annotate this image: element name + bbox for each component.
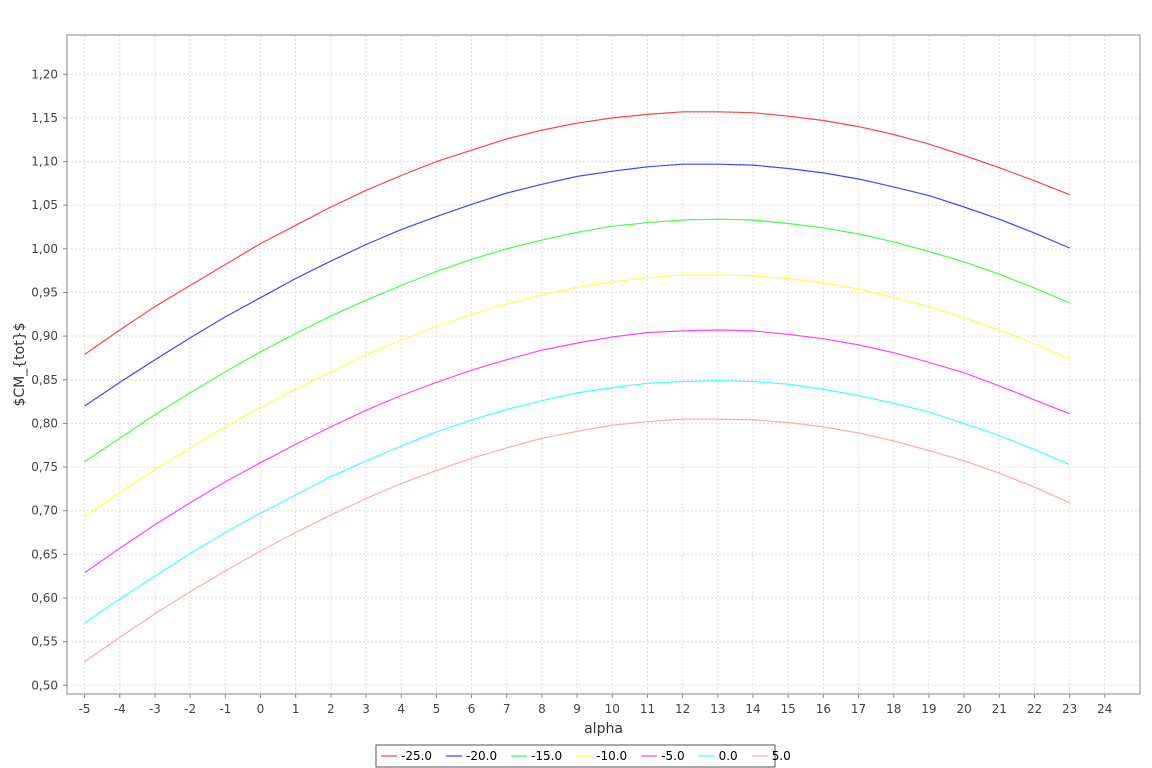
- x-tick-label: 15: [781, 702, 796, 716]
- y-tick-label: 0,65: [31, 547, 58, 561]
- series-line-3: [84, 274, 1070, 518]
- series-line-4: [84, 329, 1070, 574]
- series-line-1: [84, 163, 1070, 407]
- legend-label-2: -15.0: [531, 749, 562, 763]
- x-tick-label: 12: [675, 702, 690, 716]
- x-tick-label: 17: [851, 702, 866, 716]
- x-tick-label: 14: [745, 702, 760, 716]
- y-axis-title: $CM_{tot}$: [12, 322, 28, 406]
- y-tick-label: 1,05: [31, 198, 58, 212]
- y-tick-label: 1,00: [31, 242, 58, 256]
- x-tick-label: 16: [816, 702, 831, 716]
- legend-box: [375, 744, 776, 768]
- legend-label-5: 0.0: [719, 749, 738, 763]
- x-tick-label: 21: [992, 702, 1007, 716]
- x-tick-label: 4: [397, 702, 405, 716]
- y-tick-label: 0,70: [31, 504, 58, 518]
- x-tick-label: 6: [468, 702, 476, 716]
- x-tick-label: -3: [149, 702, 161, 716]
- axes: -5 -4 -3 -2 -1 0 1 2 3 4 5 6 7 8 9 10 11 12 13 14 15 16 17 18 19…: [31, 67, 1112, 716]
- plot-frame: [66, 34, 1141, 695]
- series-line-0: [84, 111, 1070, 355]
- x-tick-label: -2: [184, 702, 196, 716]
- series-line-2: [84, 218, 1070, 463]
- legend-label-3: -10.0: [596, 749, 627, 763]
- legend-label-1: -20.0: [466, 749, 497, 763]
- x-tick-label: -1: [219, 702, 231, 716]
- x-tick-label: 2: [327, 702, 335, 716]
- x-tick-label: 18: [886, 702, 901, 716]
- x-tick-label: 8: [538, 702, 546, 716]
- x-tick-label: 10: [605, 702, 620, 716]
- y-tick-label: 1,20: [31, 67, 58, 81]
- y-tick-label: 0,95: [31, 285, 58, 299]
- x-tick-label: -4: [114, 702, 126, 716]
- legend-label-6: 5.0: [772, 749, 791, 763]
- x-tick-label: 11: [640, 702, 655, 716]
- series-lines: [84, 111, 1070, 663]
- y-tick-label: 1,15: [31, 111, 58, 125]
- y-tick-label: 0,50: [31, 678, 58, 692]
- legend: -25.0 -20.0 -15.0 -10.0 -5.0 0.0 5.0: [375, 744, 791, 768]
- x-tick-label: 24: [1097, 702, 1112, 716]
- y-tick-label: 0,75: [31, 460, 58, 474]
- x-tick-label: 23: [1062, 702, 1077, 716]
- x-tick-label: 20: [956, 702, 971, 716]
- x-tick-label: 1: [292, 702, 300, 716]
- y-tick-label: 0,80: [31, 416, 58, 430]
- y-tick-label: 0,60: [31, 591, 58, 605]
- series-line-5: [84, 379, 1070, 624]
- y-tick-label: 0,85: [31, 373, 58, 387]
- legend-label-0: -25.0: [401, 749, 432, 763]
- x-axis-title: alpha: [584, 721, 623, 737]
- series-line-6: [84, 418, 1070, 663]
- x-tick-label: 5: [433, 702, 441, 716]
- x-tick-label: -5: [79, 702, 91, 716]
- x-tick-label: 7: [503, 702, 511, 716]
- x-tick-label: 19: [921, 702, 936, 716]
- x-tick-label: 3: [362, 702, 370, 716]
- x-tick-label: 9: [573, 702, 581, 716]
- legend-label-4: -5.0: [661, 749, 684, 763]
- x-tick-label: 0: [257, 702, 265, 716]
- x-tick-label: 22: [1027, 702, 1042, 716]
- x-tick-label: 13: [710, 702, 725, 716]
- grid: [67, 35, 1140, 694]
- y-tick-label: 1,10: [31, 155, 58, 169]
- y-tick-label: 0,90: [31, 329, 58, 343]
- y-tick-label: 0,55: [31, 635, 58, 649]
